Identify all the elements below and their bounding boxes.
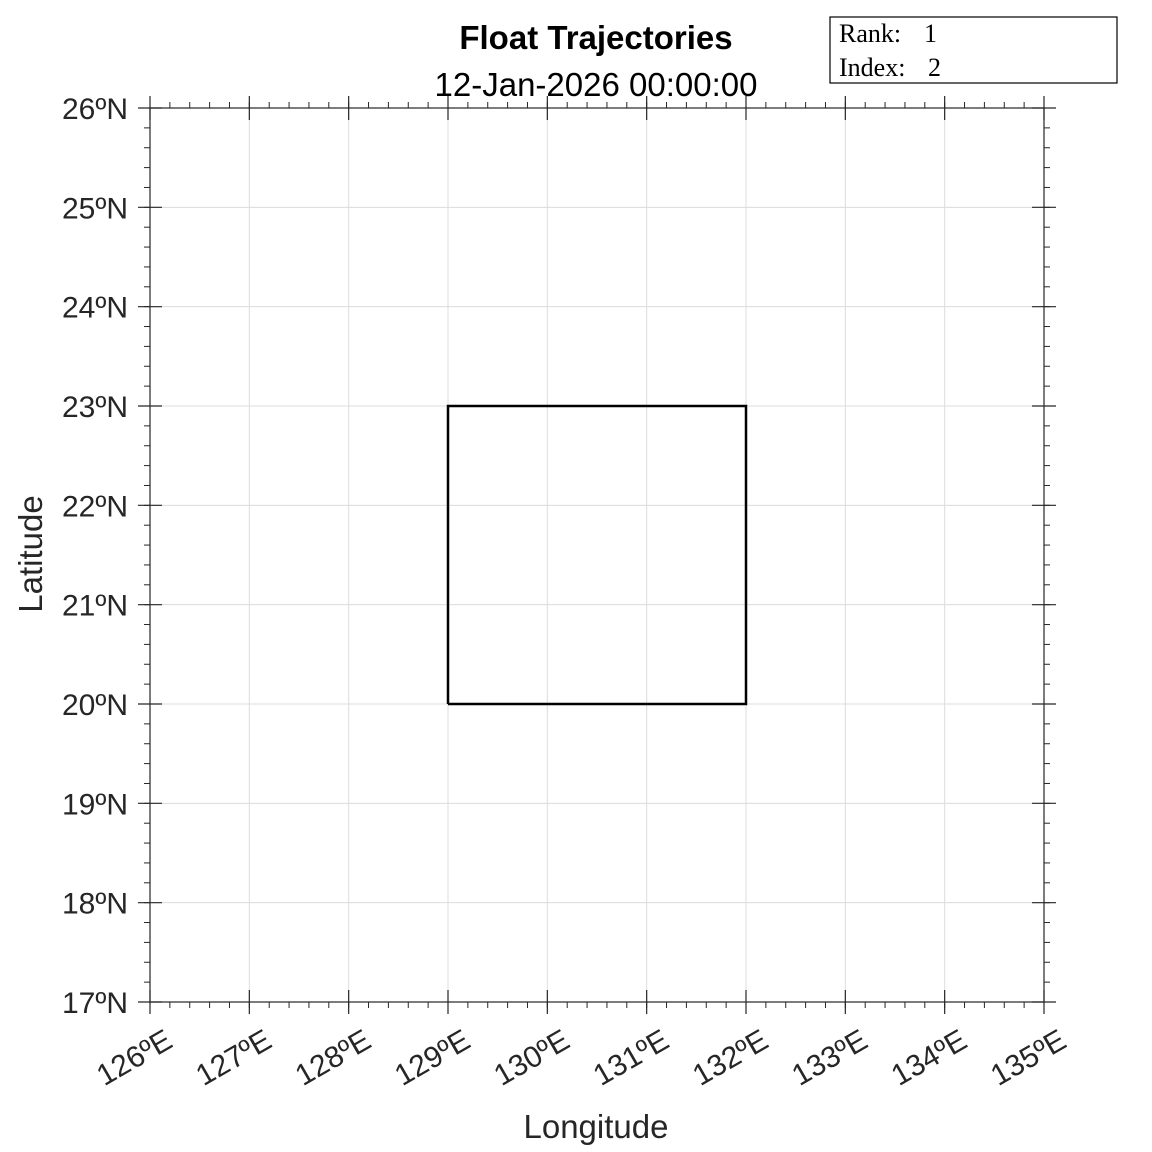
y-tick-label-1: 18ºN [62, 888, 128, 921]
y-tick-label-7: 24ºN [62, 292, 128, 325]
index-label: Index: [839, 53, 905, 82]
chart-subtitle: 12-Jan-2026 00:00:00 [435, 66, 758, 103]
info-box: Rank: 1 Index: 2 [829, 16, 1118, 84]
axes-frame [149, 107, 1045, 1003]
rank-value: 1 [924, 19, 937, 48]
y-tick-label-9: 26ºN [62, 93, 128, 126]
y-tick-label-6: 23ºN [62, 391, 128, 424]
region-box-line-0 [446, 404, 748, 706]
rank-label: Rank: [839, 19, 901, 48]
y-tick-label-8: 25ºN [62, 192, 128, 225]
series-layer [446, 404, 748, 706]
info-box-frame [829, 16, 1118, 84]
y-tick-labels: 17ºN 18ºN 19ºN 20ºN 21ºN 22ºN 23ºN 24ºN 25ºN 26ºN [62, 93, 128, 1020]
y-tick-label-4: 21ºN [62, 590, 128, 623]
y-tick-label-5: 22ºN [62, 490, 128, 523]
x-axis-label: Longitude [524, 1108, 669, 1145]
y-tick-label-3: 20ºN [62, 689, 128, 722]
y-tick-label-2: 19ºN [62, 788, 128, 821]
y-axis-label: Latitude [12, 495, 49, 612]
chart-title: Float Trajectories [459, 19, 732, 56]
y-tick-label-0: 17ºN [62, 987, 128, 1020]
index-value: 2 [928, 53, 941, 82]
